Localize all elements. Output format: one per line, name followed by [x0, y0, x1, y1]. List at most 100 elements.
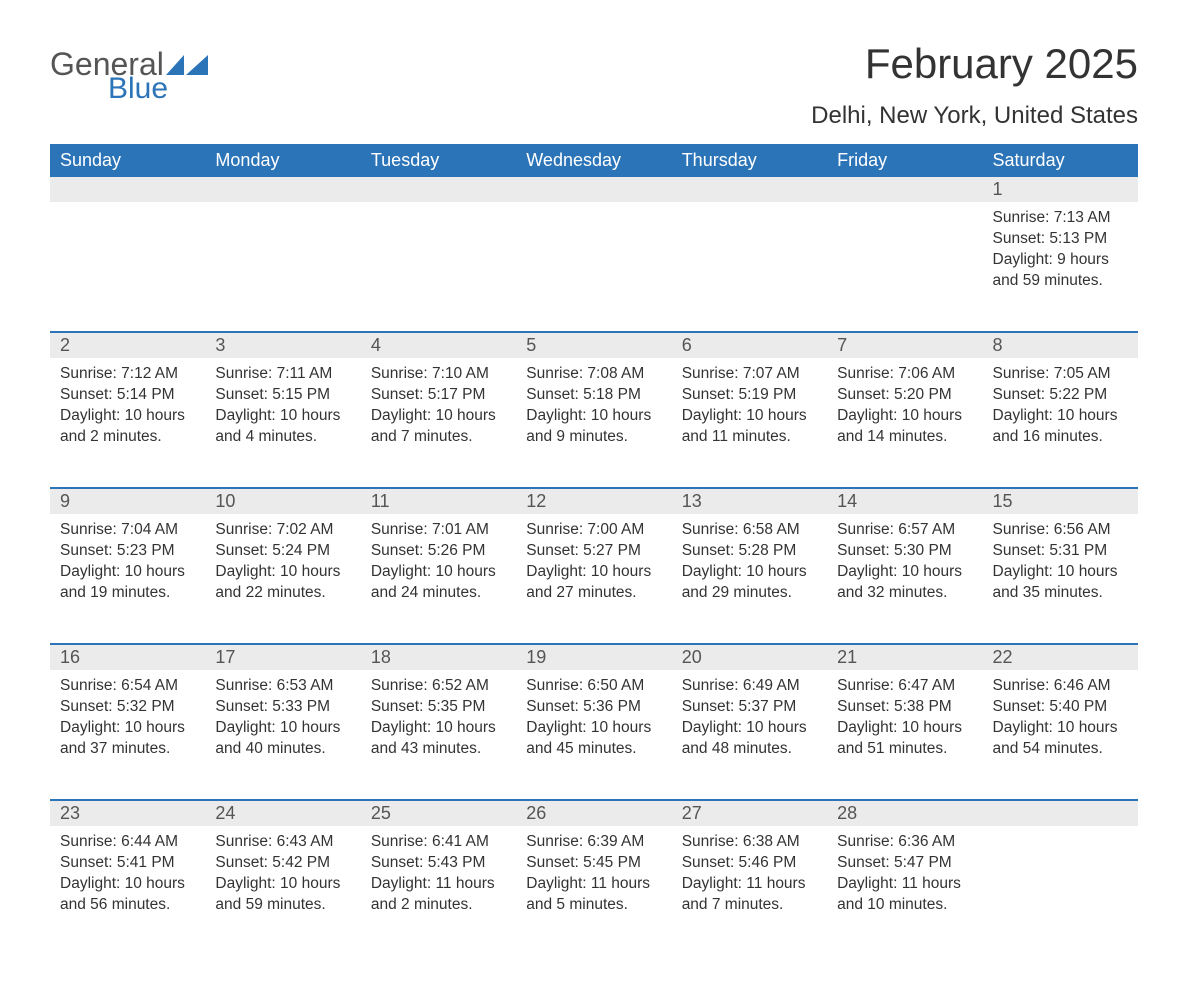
daylight-text: Daylight: 10 hours and 2 minutes.: [60, 406, 195, 448]
day-number: 5: [516, 333, 671, 358]
day-number: [361, 177, 516, 202]
day-number: 25: [361, 801, 516, 826]
day-number-row: 232425262728: [50, 801, 1138, 826]
sunrise-text: Sunrise: 6:49 AM: [682, 676, 817, 697]
sunset-text: Sunset: 5:41 PM: [60, 853, 195, 874]
day-cell: Sunrise: 7:08 AMSunset: 5:18 PMDaylight:…: [516, 358, 671, 458]
day-cell: Sunrise: 7:11 AMSunset: 5:15 PMDaylight:…: [205, 358, 360, 458]
sunrise-text: Sunrise: 7:01 AM: [371, 520, 506, 541]
sunrise-text: Sunrise: 6:44 AM: [60, 832, 195, 853]
location-subtitle: Delhi, New York, United States: [811, 102, 1138, 130]
day-content-row: Sunrise: 6:54 AMSunset: 5:32 PM Daylight:…: [50, 670, 1138, 800]
logo: General Blue: [50, 40, 208, 104]
sunset-text: Sunset: 5:20 PM: [837, 385, 972, 406]
day-cell: Sunrise: 6:43 AMSunset: 5:42 PMDaylight:…: [205, 826, 360, 926]
sunrise-text: Sunrise: 7:13 AM: [993, 208, 1128, 229]
day-cell: Sunrise: 7:06 AMSunset: 5:20 PMDaylight:…: [827, 358, 982, 458]
daylight-text: Daylight: 10 hours and 19 minutes.: [60, 562, 195, 604]
sunset-text: Sunset: 5:28 PM: [682, 541, 817, 562]
day-number: 19: [516, 645, 671, 670]
sunset-text: Sunset: 5:31 PM: [993, 541, 1128, 562]
day-number: [983, 801, 1138, 826]
day-number: 6: [672, 333, 827, 358]
day-number: 1: [983, 177, 1138, 202]
daylight-text: Daylight: 10 hours and 24 minutes.: [371, 562, 506, 604]
daylight-text: Daylight: 10 hours and 27 minutes.: [526, 562, 661, 604]
day-content-row: Sunrise: 7:04 AMSunset: 5:23 PMDaylight:…: [50, 514, 1138, 644]
day-cell: Sunrise: 7:05 AMSunset: 5:22 PMDaylight:…: [983, 358, 1138, 458]
daylight-text: Daylight: 11 hours and 5 minutes.: [526, 874, 661, 916]
daylight-text: Daylight: 10 hours and 35 minutes.: [993, 562, 1128, 604]
day-cell: Sunrise: 6:38 AMSunset: 5:46 PMDaylight:…: [672, 826, 827, 926]
daylight-text: Daylight: 10 hours and 32 minutes.: [837, 562, 972, 604]
daylight-text: Daylight: 10 hours and 9 minutes.: [526, 406, 661, 448]
day-cell: Sunrise: 6:57 AMSunset: 5:30 PMDaylight:…: [827, 514, 982, 614]
daylight-text: Daylight: 10 hours and 14 minutes.: [837, 406, 972, 448]
daylight-text: Daylight: 10 hours and 22 minutes.: [215, 562, 350, 604]
sunrise-text: Sunrise: 7:11 AM: [215, 364, 350, 385]
day-content-row: Sunrise: 7:13 AMSunset: 5:13 PMDaylight:…: [50, 202, 1138, 332]
sunset-text: Sunset: 5:46 PM: [682, 853, 817, 874]
sunrise-text: Sunrise: 7:02 AM: [215, 520, 350, 541]
day-number: 16: [50, 645, 205, 670]
day-cell: Sunrise: 6:46 AMSunset: 5:40 PMDaylight:…: [983, 670, 1138, 770]
sunrise-text: Sunrise: 6:50 AM: [526, 676, 661, 697]
weekday-header-row: SundayMondayTuesdayWednesdayThursdayFrid…: [50, 144, 1138, 177]
day-number: 22: [983, 645, 1138, 670]
day-number: [205, 177, 360, 202]
day-cell: Sunrise: 6:39 AMSunset: 5:45 PMDaylight:…: [516, 826, 671, 926]
daylight-text: Daylight: 10 hours and 43 minutes.: [371, 718, 506, 760]
sunset-text: Sunset: 5:23 PM: [60, 541, 195, 562]
daylight-text: Daylight: 10 hours and 45 minutes.: [526, 718, 661, 760]
weekday-header: Thursday: [672, 144, 827, 177]
day-cell: Sunrise: 6:36 AMSunset: 5:47 PMDaylight:…: [827, 826, 982, 926]
day-number: 24: [205, 801, 360, 826]
day-number: [827, 177, 982, 202]
sunrise-text: Sunrise: 6:58 AM: [682, 520, 817, 541]
weekday-header: Monday: [205, 144, 360, 177]
daylight-text: Daylight: 10 hours and 54 minutes.: [993, 718, 1128, 760]
sunset-text: Sunset: 5:15 PM: [215, 385, 350, 406]
sunrise-text: Sunrise: 6:52 AM: [371, 676, 506, 697]
sunset-text: Sunset: 5:43 PM: [371, 853, 506, 874]
daylight-text: Daylight: 10 hours and 11 minutes.: [682, 406, 817, 448]
day-cell: Sunrise: 7:07 AMSunset: 5:19 PMDaylight:…: [672, 358, 827, 458]
sunrise-text: Sunrise: 6:54 AM: [60, 676, 195, 697]
day-content-row: Sunrise: 7:12 AMSunset: 5:14 PMDaylight:…: [50, 358, 1138, 488]
day-number: [50, 177, 205, 202]
sunrise-text: Sunrise: 7:00 AM: [526, 520, 661, 541]
sunset-text: Sunset: 5:40 PM: [993, 697, 1128, 718]
day-cell: Sunrise: 6:53 AMSunset: 5:33 PMDaylight:…: [205, 670, 360, 770]
sunset-text: Sunset: 5:18 PM: [526, 385, 661, 406]
sunset-text: Sunset: 5:37 PM: [682, 697, 817, 718]
day-cell: Sunrise: 6:58 AMSunset: 5:28 PMDaylight:…: [672, 514, 827, 614]
daylight-text: Daylight: 11 hours and 2 minutes.: [371, 874, 506, 916]
day-cell: Sunrise: 7:12 AMSunset: 5:14 PMDaylight:…: [50, 358, 205, 458]
sunset-text: Sunset: 5:47 PM: [837, 853, 972, 874]
sunrise-text: Sunrise: 6:47 AM: [837, 676, 972, 697]
day-number-row: 2345678: [50, 333, 1138, 358]
day-number: 7: [827, 333, 982, 358]
sunset-text: Sunset: 5:19 PM: [682, 385, 817, 406]
sunrise-text: Sunrise: 6:38 AM: [682, 832, 817, 853]
sunrise-text: Sunrise: 6:53 AM: [215, 676, 350, 697]
sunset-text: Sunset: 5:32 PM: [60, 697, 195, 718]
sunrise-text: Sunrise: 6:36 AM: [837, 832, 972, 853]
calendar-table: SundayMondayTuesdayWednesdayThursdayFrid…: [50, 144, 1138, 956]
day-number: 18: [361, 645, 516, 670]
daylight-text: Daylight: 10 hours and 59 minutes.: [215, 874, 350, 916]
day-cell: Sunrise: 7:02 AMSunset: 5:24 PMDaylight:…: [205, 514, 360, 614]
sunset-text: Sunset: 5:17 PM: [371, 385, 506, 406]
sunset-text: Sunset: 5:14 PM: [60, 385, 195, 406]
day-cell: Sunrise: 6:52 AMSunset: 5:35 PMDaylight:…: [361, 670, 516, 770]
logo-text-blue: Blue: [108, 74, 208, 104]
day-content-row: Sunrise: 6:44 AMSunset: 5:41 PM Daylight:…: [50, 826, 1138, 956]
sunrise-text: Sunrise: 7:04 AM: [60, 520, 195, 541]
day-cell: Sunrise: 6:50 AMSunset: 5:36 PMDaylight:…: [516, 670, 671, 770]
day-number: 21: [827, 645, 982, 670]
day-number: 14: [827, 489, 982, 514]
day-number: 15: [983, 489, 1138, 514]
day-number: 8: [983, 333, 1138, 358]
weekday-header: Saturday: [983, 144, 1138, 177]
sunset-text: Sunset: 5:35 PM: [371, 697, 506, 718]
